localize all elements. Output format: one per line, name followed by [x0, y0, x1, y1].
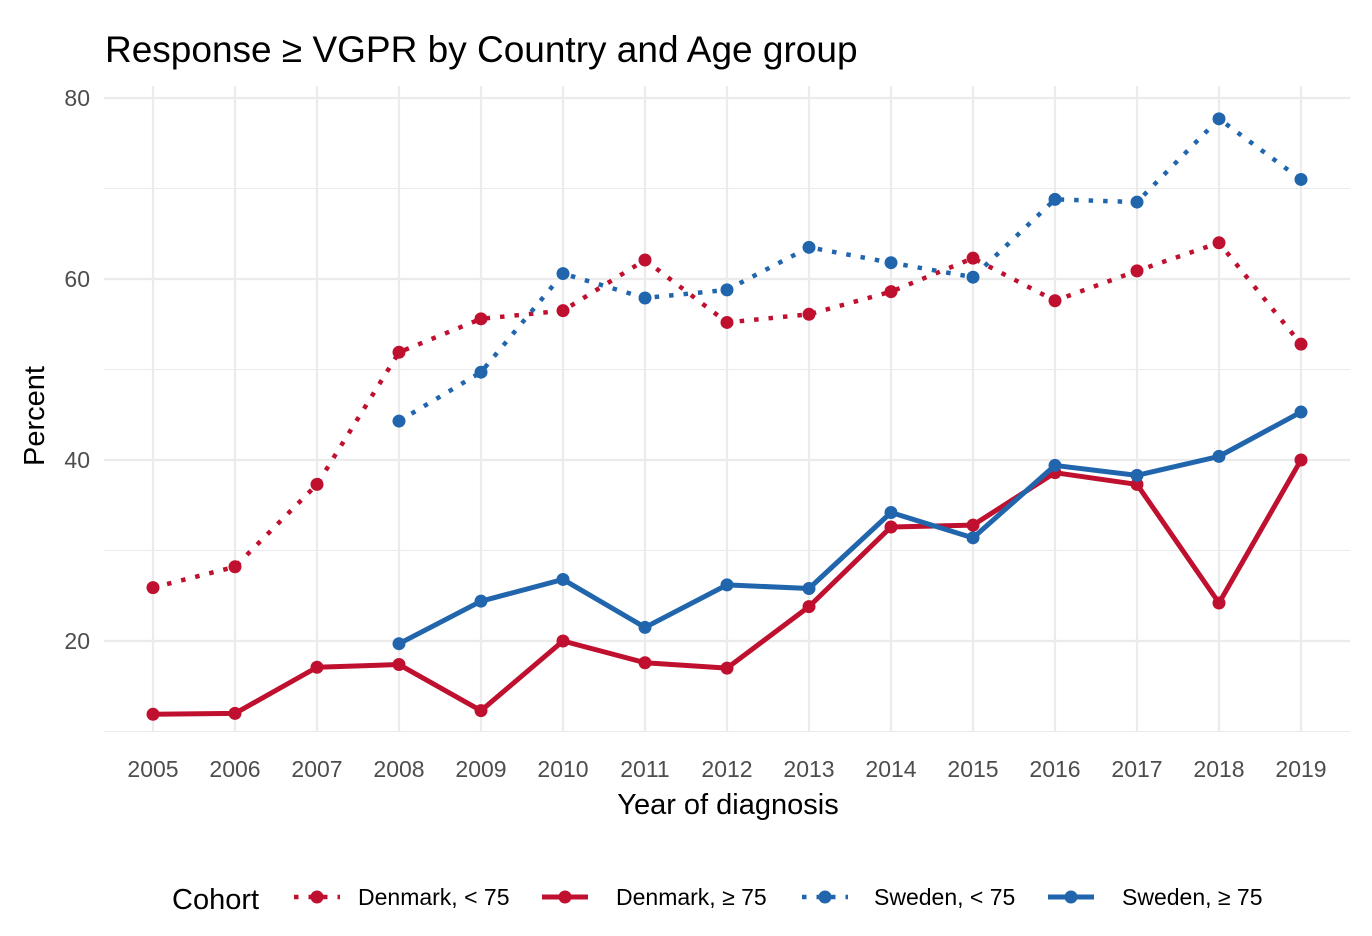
series-line — [397, 116, 1303, 424]
data-point — [802, 600, 816, 614]
y-tick-label: 20 — [64, 628, 90, 654]
data-point — [392, 345, 406, 359]
data-point — [1294, 405, 1308, 419]
data-point — [474, 594, 488, 608]
x-tick-label: 2012 — [701, 756, 752, 782]
legend: Cohort Denmark, < 75 Denmark, ≥ 75 Sweden,… — [172, 884, 1263, 916]
x-tick-label: 2018 — [1193, 756, 1244, 782]
data-point — [1048, 458, 1062, 472]
x-tick-label: 2006 — [209, 756, 260, 782]
data-point — [1212, 112, 1226, 126]
data-point — [556, 634, 570, 648]
data-point — [884, 505, 898, 519]
data-point — [638, 253, 652, 267]
x-tick-label: 2009 — [455, 756, 506, 782]
data-point — [556, 304, 570, 318]
data-point — [884, 256, 898, 270]
series-2 — [146, 453, 1308, 721]
data-point — [228, 706, 242, 720]
y-tick-label: 40 — [64, 447, 90, 473]
data-point — [1212, 236, 1226, 250]
data-point — [474, 312, 488, 326]
data-point — [392, 637, 406, 651]
chart-title: Response ≥ VGPR by Country and Age group — [105, 29, 858, 70]
x-tick-label: 2014 — [865, 756, 916, 782]
x-tick-label: 2005 — [127, 756, 178, 782]
data-point — [638, 656, 652, 670]
x-tick-label: 2017 — [1111, 756, 1162, 782]
data-point — [966, 270, 980, 284]
data-point — [720, 283, 734, 297]
x-axis-ticks: 2005 2006 2007 2008 2009 2010 2011 2012 2013 2014… — [127, 756, 1326, 782]
data-point — [1048, 192, 1062, 206]
data-point — [884, 285, 898, 299]
legend-label: Sweden, ≥ 75 — [1122, 884, 1263, 910]
series-3 — [392, 112, 1308, 428]
data-point — [474, 365, 488, 379]
legend-label: Sweden, < 75 — [874, 884, 1015, 910]
x-tick-label: 2013 — [783, 756, 834, 782]
data-point — [1130, 264, 1144, 278]
data-point — [638, 620, 652, 634]
data-point — [310, 660, 324, 674]
data-point — [146, 707, 160, 721]
legend-label: Denmark, ≥ 75 — [616, 884, 767, 910]
x-tick-label: 2016 — [1029, 756, 1080, 782]
legend-key-point — [818, 890, 832, 904]
data-point — [966, 518, 980, 532]
data-point — [638, 291, 652, 305]
x-tick-label: 2011 — [620, 756, 669, 782]
data-point — [1294, 337, 1308, 351]
legend-key-point — [1064, 890, 1078, 904]
data-point — [720, 315, 734, 329]
series-1 — [146, 236, 1308, 595]
legend-key-point — [310, 890, 324, 904]
data-point — [474, 704, 488, 718]
series-4 — [392, 405, 1308, 651]
data-point — [884, 520, 898, 534]
data-point — [966, 531, 980, 545]
data-point — [1294, 453, 1308, 467]
y-tick-label: 60 — [64, 266, 90, 292]
data-point — [556, 572, 570, 586]
data-point — [392, 658, 406, 672]
x-tick-label: 2019 — [1275, 756, 1326, 782]
series-layer — [146, 112, 1308, 721]
x-tick-label: 2007 — [291, 756, 342, 782]
legend-key-point — [558, 890, 572, 904]
data-point — [228, 560, 242, 574]
data-point — [146, 581, 160, 595]
data-point — [310, 477, 324, 491]
data-point — [1130, 477, 1144, 491]
legend-label: Denmark, < 75 — [358, 884, 510, 910]
data-point — [1130, 195, 1144, 209]
data-point — [802, 582, 816, 596]
series-line — [397, 409, 1303, 646]
x-axis-title: Year of diagnosis — [617, 789, 838, 821]
data-point — [720, 661, 734, 675]
y-tick-label: 80 — [64, 85, 90, 111]
y-axis-ticks: 20 40 60 80 — [64, 85, 90, 654]
grid — [104, 86, 1350, 733]
data-point — [966, 251, 980, 265]
data-point — [720, 578, 734, 592]
legend-title: Cohort — [172, 884, 259, 916]
x-tick-label: 2010 — [537, 756, 588, 782]
data-point — [802, 307, 816, 321]
data-point — [1212, 449, 1226, 463]
data-point — [1048, 294, 1062, 308]
data-point — [392, 414, 406, 428]
x-tick-label: 2015 — [947, 756, 998, 782]
data-point — [1294, 172, 1308, 186]
y-axis-title: Percent — [19, 366, 51, 466]
x-tick-label: 2008 — [373, 756, 424, 782]
data-point — [1212, 596, 1226, 610]
data-point — [802, 240, 816, 254]
data-point — [556, 267, 570, 281]
data-point — [1130, 468, 1144, 482]
